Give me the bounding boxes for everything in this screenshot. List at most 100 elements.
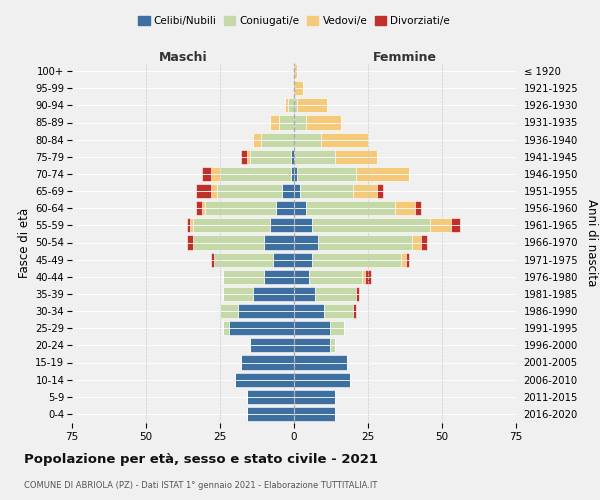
- Bar: [294, 407, 335, 421]
- Bar: [294, 64, 297, 78]
- Bar: [291, 150, 294, 164]
- Text: Popolazione per età, sesso e stato civile - 2021: Popolazione per età, sesso e stato civil…: [24, 452, 378, 466]
- Bar: [451, 218, 460, 232]
- Bar: [271, 218, 294, 232]
- Bar: [193, 236, 265, 250]
- Bar: [211, 167, 220, 181]
- Bar: [247, 150, 250, 164]
- Bar: [250, 338, 294, 352]
- Bar: [187, 236, 193, 250]
- Bar: [312, 252, 401, 266]
- Bar: [335, 150, 377, 164]
- Bar: [294, 81, 303, 95]
- Bar: [294, 304, 323, 318]
- Bar: [276, 201, 294, 215]
- Bar: [356, 287, 359, 301]
- Text: Femmine: Femmine: [373, 51, 437, 64]
- Bar: [395, 201, 415, 215]
- Bar: [365, 270, 371, 284]
- Bar: [217, 184, 282, 198]
- Bar: [247, 407, 294, 421]
- Bar: [362, 270, 365, 284]
- Legend: Celibi/Nubili, Coniugati/e, Vedovi/e, Divorziati/e: Celibi/Nubili, Coniugati/e, Vedovi/e, Di…: [134, 12, 454, 30]
- Bar: [294, 201, 306, 215]
- Bar: [238, 304, 294, 318]
- Bar: [329, 321, 344, 335]
- Bar: [412, 236, 421, 250]
- Bar: [415, 201, 421, 215]
- Bar: [306, 201, 395, 215]
- Bar: [297, 167, 356, 181]
- Bar: [329, 338, 335, 352]
- Bar: [279, 116, 294, 130]
- Bar: [190, 218, 193, 232]
- Bar: [294, 98, 297, 112]
- Bar: [406, 252, 409, 266]
- Bar: [285, 98, 288, 112]
- Bar: [262, 132, 294, 146]
- Bar: [294, 252, 312, 266]
- Bar: [250, 150, 291, 164]
- Bar: [294, 184, 300, 198]
- Bar: [353, 184, 377, 198]
- Bar: [294, 356, 347, 370]
- Bar: [294, 116, 306, 130]
- Bar: [312, 218, 430, 232]
- Bar: [282, 184, 294, 198]
- Bar: [241, 150, 247, 164]
- Bar: [196, 201, 202, 215]
- Bar: [265, 270, 294, 284]
- Bar: [273, 252, 294, 266]
- Bar: [211, 184, 217, 198]
- Bar: [291, 167, 294, 181]
- Bar: [247, 390, 294, 404]
- Bar: [220, 167, 291, 181]
- Bar: [315, 287, 356, 301]
- Bar: [300, 184, 353, 198]
- Bar: [297, 98, 326, 112]
- Bar: [202, 201, 205, 215]
- Bar: [211, 252, 214, 266]
- Bar: [377, 184, 383, 198]
- Bar: [271, 116, 279, 130]
- Bar: [323, 304, 353, 318]
- Bar: [294, 287, 315, 301]
- Bar: [401, 252, 406, 266]
- Bar: [223, 287, 253, 301]
- Bar: [205, 201, 276, 215]
- Bar: [294, 372, 350, 386]
- Bar: [223, 270, 265, 284]
- Bar: [294, 321, 329, 335]
- Bar: [294, 236, 317, 250]
- Text: COMUNE DI ABRIOLA (PZ) - Dati ISTAT 1° gennaio 2021 - Elaborazione TUTTITALIA.IT: COMUNE DI ABRIOLA (PZ) - Dati ISTAT 1° g…: [24, 481, 377, 490]
- Bar: [356, 167, 409, 181]
- Bar: [430, 218, 451, 232]
- Bar: [235, 372, 294, 386]
- Bar: [317, 236, 412, 250]
- Bar: [196, 184, 211, 198]
- Bar: [220, 304, 238, 318]
- Bar: [294, 390, 335, 404]
- Bar: [294, 218, 312, 232]
- Bar: [253, 287, 294, 301]
- Bar: [187, 218, 190, 232]
- Bar: [202, 167, 211, 181]
- Bar: [306, 116, 341, 130]
- Text: Maschi: Maschi: [158, 51, 208, 64]
- Bar: [309, 270, 362, 284]
- Bar: [421, 236, 427, 250]
- Bar: [223, 321, 229, 335]
- Bar: [294, 132, 320, 146]
- Bar: [294, 270, 309, 284]
- Bar: [265, 236, 294, 250]
- Bar: [288, 98, 294, 112]
- Bar: [193, 218, 271, 232]
- Y-axis label: Fasce di età: Fasce di età: [18, 208, 31, 278]
- Y-axis label: Anni di nascita: Anni di nascita: [585, 199, 598, 286]
- Bar: [353, 304, 356, 318]
- Bar: [320, 132, 368, 146]
- Bar: [294, 150, 335, 164]
- Bar: [253, 132, 262, 146]
- Bar: [294, 167, 297, 181]
- Bar: [294, 338, 329, 352]
